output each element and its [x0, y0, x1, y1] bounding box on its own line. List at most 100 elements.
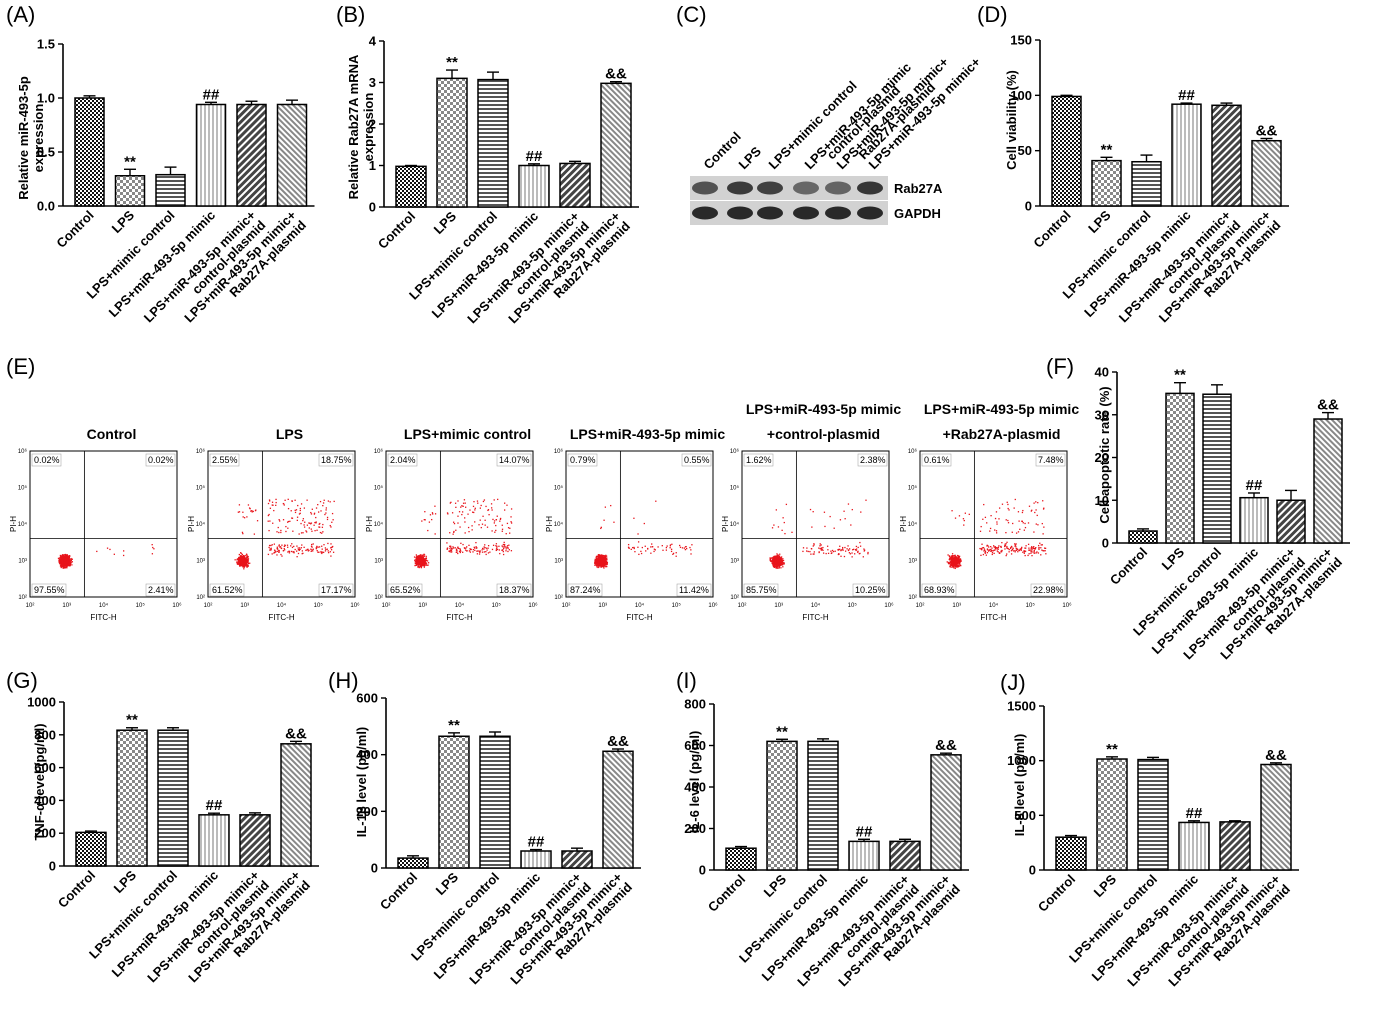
- significance-mark: &&: [1265, 747, 1287, 764]
- x-tick-label: 10⁶: [1062, 602, 1072, 609]
- bar: [766, 740, 798, 871]
- x-tick-label: 10³: [418, 603, 427, 609]
- y-tick-label: 150: [1010, 33, 1032, 48]
- quadrant-ul: 0.79%: [570, 455, 596, 465]
- y-tick-label: 1000: [1007, 753, 1036, 768]
- y-tick-label: 200: [684, 821, 706, 836]
- flow-frame: [385, 450, 534, 598]
- y-tick-label: 3: [369, 75, 376, 90]
- bar: [280, 743, 312, 867]
- y-tick-label: 10³: [18, 559, 27, 565]
- y-tick-label: 20: [1095, 450, 1109, 465]
- quadrant-ur: 0.02%: [148, 455, 174, 465]
- significance-mark: ##: [526, 148, 543, 165]
- blot-band: [793, 206, 819, 220]
- flow-frame: [29, 450, 178, 598]
- quadrant-lr: 18.37%: [499, 585, 530, 595]
- significance-mark: **: [126, 712, 138, 729]
- x-tick-label: 10⁴: [811, 602, 821, 609]
- flow-cytometry: (E) Control 0.02% 0.02% 97.55% 2.41% 10² 10² 10³…: [6, 354, 1079, 622]
- category-label: Control: [1035, 872, 1078, 915]
- significance-mark: &&: [1256, 122, 1278, 139]
- quadrant-ul-box: [31, 453, 62, 467]
- bar: [395, 165, 427, 208]
- bar: [157, 729, 189, 867]
- quadrant-ur-box: [681, 453, 712, 467]
- significance-mark: &&: [935, 737, 957, 754]
- bar: [1202, 393, 1232, 544]
- panel-label: (C): [676, 2, 707, 27]
- y-tick-label: 400: [684, 780, 706, 795]
- significance-mark: **: [1106, 741, 1118, 758]
- chart-F: (F) 0 10 20 30 40 Cell apoptotic rate (%) Contr…: [1046, 354, 1350, 662]
- bar: [1131, 160, 1162, 207]
- flow-frame: [565, 450, 714, 598]
- significance-mark: **: [448, 717, 460, 734]
- x-axis-title: FITC-H: [268, 613, 294, 622]
- panel-label: (I): [676, 668, 697, 693]
- y-axis-title: IL-6 level (pg/ml): [687, 731, 702, 834]
- chart-I: (I) 0 200 400 600 800 IL-6 level (pg/ml) Contro…: [676, 668, 969, 989]
- quadrant-ur-box: [857, 453, 888, 467]
- significance-mark: **: [776, 723, 788, 740]
- x-tick-label: 10⁶: [884, 602, 894, 609]
- quadrant-ul: 0.02%: [34, 455, 60, 465]
- flow-title: LPS: [276, 426, 303, 442]
- bar: [1239, 496, 1269, 544]
- category-label: LPS: [109, 207, 138, 236]
- blot-band: [793, 181, 819, 195]
- blot-band: [857, 206, 883, 220]
- blot-band: [727, 206, 753, 220]
- bar: [1137, 758, 1169, 871]
- significance-mark: &&: [1317, 397, 1339, 414]
- quadrant-lr-box: [496, 583, 532, 597]
- significance-mark: **: [1174, 367, 1186, 384]
- quadrant-lr-box: [852, 583, 888, 597]
- flow-plot: LPS+miR-493-5p mimic 0.79% 0.55% 87.24% 11.4…: [545, 426, 725, 622]
- flow-plot: LPS 2.55% 18.75% 61.52% 17.17% 10² 10² 10³ 10³ 10…: [187, 426, 360, 622]
- y-tick-label: 10⁵: [18, 485, 28, 492]
- quadrant-ul: 2.55%: [212, 455, 238, 465]
- flow-plot: LPS+miR-493-5p mimic +control-plasmid 1.62…: [721, 401, 901, 622]
- quadrant-ul: 1.62%: [746, 455, 772, 465]
- significance-mark: **: [1101, 141, 1113, 158]
- y-tick-label: 0: [369, 200, 376, 215]
- lane-label: LPS: [736, 143, 765, 172]
- y-tick-label: 10⁶: [18, 448, 28, 455]
- bar: [1051, 95, 1082, 207]
- flow-frame: [741, 450, 890, 598]
- category-label: LPS: [1091, 871, 1120, 900]
- category-label: Control: [375, 209, 418, 252]
- blot-band: [825, 206, 851, 220]
- y-tick-label: 200: [356, 804, 378, 819]
- category-label: LPS: [1085, 207, 1114, 236]
- y-tick-label: 10²: [730, 595, 739, 601]
- quadrant-ur-box: [496, 453, 532, 467]
- dot-cloud: [594, 500, 693, 569]
- category-label: Control: [53, 208, 96, 251]
- y-tick-label: 10⁶: [730, 448, 740, 455]
- flow-plot: LPS+miR-493-5p mimic +Rab27A-plasmid 0.61%…: [899, 401, 1079, 622]
- y-axis-title: PI-H: [365, 516, 374, 532]
- bar: [889, 840, 921, 871]
- quadrant-ur: 0.55%: [684, 455, 710, 465]
- bar: [155, 173, 186, 207]
- y-axis-title: IL-8 level (pg/ml): [1012, 734, 1027, 837]
- quadrant-lr: 2.41%: [148, 585, 174, 595]
- quadrant-ll-box: [567, 583, 603, 597]
- chart-J: (J) 0 500 1000 1500 IL-8 level (pg/ml) Control…: [1000, 670, 1299, 989]
- bar: [114, 175, 146, 207]
- dot-cloud: [234, 498, 335, 570]
- bar: [438, 735, 470, 869]
- y-tick-label: 0: [699, 863, 706, 878]
- x-tick-label: 10⁶: [350, 602, 360, 609]
- y-tick-label: 4: [369, 34, 377, 49]
- significance-mark: ##: [206, 797, 223, 814]
- bar: [1096, 758, 1128, 871]
- quadrant-ur: 2.38%: [860, 455, 886, 465]
- bar: [602, 750, 634, 869]
- y-tick-label: 10⁵: [730, 485, 740, 492]
- category-label: LPS: [431, 208, 460, 237]
- y-tick-label: 40: [1095, 365, 1109, 380]
